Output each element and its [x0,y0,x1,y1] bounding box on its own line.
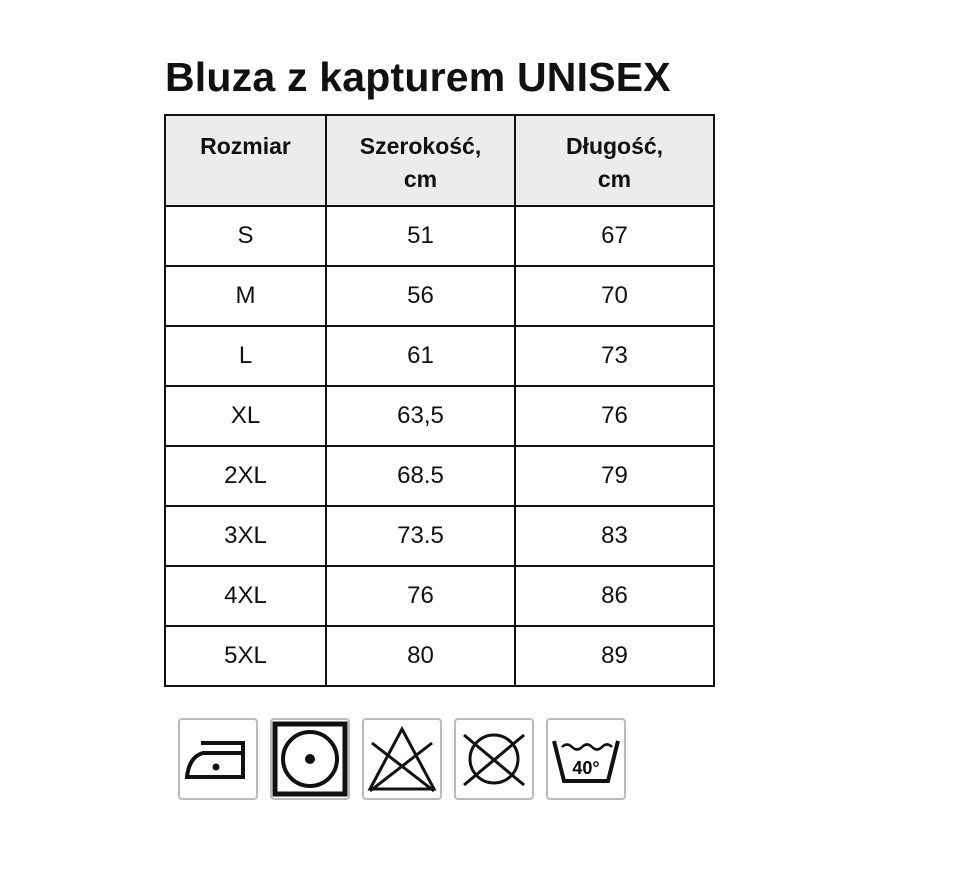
size-cell: M [164,265,327,327]
table-header-row: Rozmiar Szerokość, cm Długość, cm [164,114,715,207]
width-cell: 63,5 [325,385,516,447]
size-table: Rozmiar Szerokość, cm Długość, cm S 51 67 M 56… [164,114,715,687]
table-row: L 61 73 [164,325,715,387]
width-cell: 80 [325,625,516,687]
table-row: 3XL 73.5 83 [164,505,715,567]
wash-40-icon: 40° [546,718,626,800]
header-size-label: Rozmiar [200,133,291,159]
width-cell: 73.5 [325,505,516,567]
header-size: Rozmiar [164,114,327,207]
table-row: 4XL 76 86 [164,565,715,627]
width-cell: 51 [325,205,516,267]
care-icons: 40° [178,718,626,800]
table-row: S 51 67 [164,205,715,267]
length-cell: 70 [514,265,715,327]
header-length: Długość, cm [514,114,715,207]
length-cell: 86 [514,565,715,627]
width-cell: 76 [325,565,516,627]
size-cell: S [164,205,327,267]
do-not-dry-clean-icon [454,718,534,800]
table-row: XL 63,5 76 [164,385,715,447]
table-row: M 56 70 [164,265,715,327]
size-cell: 5XL [164,625,327,687]
length-cell: 76 [514,385,715,447]
length-cell: 67 [514,205,715,267]
table-row: 2XL 68.5 79 [164,445,715,507]
size-cell: 3XL [164,505,327,567]
length-cell: 83 [514,505,715,567]
length-cell: 79 [514,445,715,507]
width-cell: 56 [325,265,516,327]
header-width-unit: cm [403,166,438,192]
size-cell: XL [164,385,327,447]
size-cell: 2XL [164,445,327,507]
length-cell: 73 [514,325,715,387]
header-width: Szerokość, cm [325,114,516,207]
table-row: 5XL 80 89 [164,625,715,687]
header-length-label: Długość, [565,133,664,159]
tumble-dry-low-icon [270,718,350,800]
width-cell: 68.5 [325,445,516,507]
iron-low-temp-icon [178,718,258,800]
header-width-label: Szerokość, [359,133,482,159]
do-not-bleach-icon [362,718,442,800]
length-cell: 89 [514,625,715,687]
size-cell: 4XL [164,565,327,627]
header-length-unit: cm [597,166,632,192]
page-title: Bluza z kapturem UNISEX [165,54,671,100]
size-cell: L [164,325,327,387]
width-cell: 61 [325,325,516,387]
wash-temp-label: 40° [572,758,599,778]
